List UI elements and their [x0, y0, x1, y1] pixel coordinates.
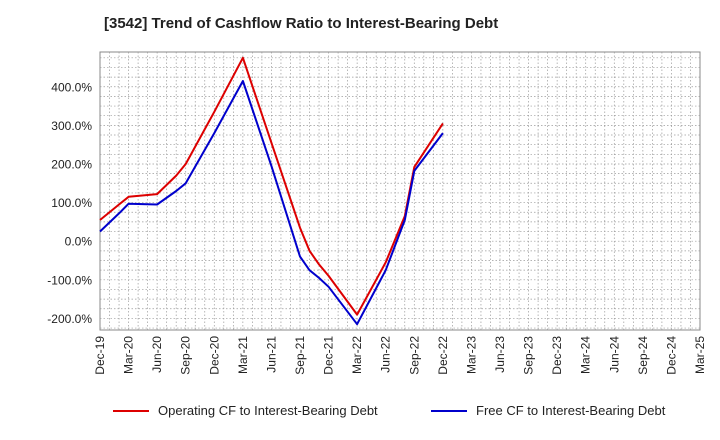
x-axis-tick-labels: Dec-19 Mar-20 Jun-20 Sep-20 Dec-20 Mar-21 Jun-… — [93, 336, 707, 375]
y-tick-label: -100.0% — [47, 273, 92, 287]
x-tick-label: Jun-21 — [264, 336, 278, 373]
y-tick-label: 200.0% — [51, 157, 92, 171]
x-tick-label: Jun-22 — [379, 336, 393, 373]
x-tick-label: Dec-21 — [322, 336, 336, 375]
y-tick-label: -200.0% — [47, 312, 92, 326]
series-lines — [99, 56, 444, 326]
x-tick-label: Mar-22 — [350, 336, 364, 374]
x-tick-label: Sep-24 — [636, 336, 650, 375]
x-tick-label: Dec-19 — [93, 336, 107, 375]
y-tick-label: 300.0% — [51, 119, 92, 133]
y-tick-label: 100.0% — [51, 196, 92, 210]
x-tick-label: Mar-25 — [693, 336, 707, 374]
chart-title: [3542] Trend of Cashflow Ratio to Intere… — [104, 15, 499, 32]
x-tick-label: Dec-23 — [550, 336, 564, 375]
legend-item-operating-cf: Operating CF to Interest-Bearing Debt — [113, 403, 378, 418]
x-tick-label: Jun-24 — [607, 336, 621, 373]
y-tick-label: 400.0% — [51, 80, 92, 94]
legend-item-free-cf: Free CF to Interest-Bearing Debt — [431, 403, 665, 418]
x-tick-label: Dec-24 — [664, 336, 678, 375]
x-tick-label: Sep-21 — [293, 336, 307, 375]
legend-label-free-cf: Free CF to Interest-Bearing Debt — [476, 403, 666, 418]
legend: Operating CF to Interest-Bearing Debt Fr… — [0, 403, 720, 427]
x-tick-label: Jun-20 — [150, 336, 164, 373]
x-tick-label: Jun-23 — [493, 336, 507, 373]
x-tick-label: Dec-22 — [436, 336, 450, 375]
legend-swatch-operating-cf — [113, 409, 149, 412]
x-tick-label: Sep-22 — [407, 336, 421, 375]
x-tick-label: Sep-23 — [522, 336, 536, 375]
grid-lines — [100, 52, 700, 330]
x-tick-label: Mar-24 — [579, 336, 593, 374]
plot-area — [99, 51, 701, 331]
y-tick-label: 0.0% — [65, 235, 93, 249]
x-tick-label: Mar-21 — [236, 336, 250, 374]
legend-label-operating-cf: Operating CF to Interest-Bearing Debt — [158, 403, 378, 418]
y-axis-tick-labels: -200.0% -100.0% 0.0% 100.0% 200.0% 300.0% 400.… — [47, 80, 92, 326]
series-line-operating-cf — [99, 56, 444, 316]
x-tick-label: Mar-20 — [122, 336, 136, 374]
x-tick-label: Dec-20 — [207, 336, 221, 375]
x-tick-label: Sep-20 — [179, 336, 193, 375]
x-tick-label: Mar-23 — [464, 336, 478, 374]
series-line-free-cf — [99, 80, 444, 326]
legend-swatch-free-cf — [431, 409, 467, 412]
